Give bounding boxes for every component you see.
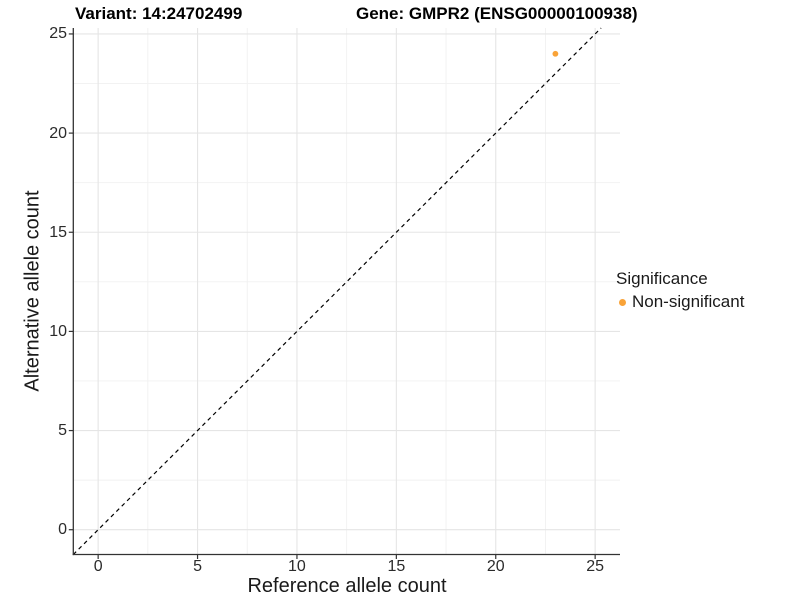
legend-title: Significance bbox=[616, 269, 708, 288]
legend-items: Non-significant bbox=[614, 292, 744, 312]
legend-key bbox=[614, 294, 631, 311]
x-tick-label: 10 bbox=[288, 558, 306, 575]
y-tick-label: 20 bbox=[49, 124, 67, 142]
y-tick-label: 15 bbox=[49, 223, 67, 241]
plot-title-variant: Variant: 14:24702499 bbox=[75, 4, 243, 23]
y-tick-label: 0 bbox=[58, 521, 67, 539]
y-tick-label: 25 bbox=[49, 25, 67, 43]
x-tick-label: 20 bbox=[486, 558, 505, 575]
legend-point-icon bbox=[619, 298, 626, 306]
x-tick-label: 5 bbox=[193, 558, 202, 575]
data-point bbox=[552, 50, 559, 57]
y-tick-label: 10 bbox=[49, 322, 67, 340]
legend-item: Non-significant bbox=[614, 292, 744, 312]
x-tick-label: 15 bbox=[387, 558, 406, 575]
x-tick-label: 25 bbox=[586, 558, 605, 575]
legend: Significance Non-significant bbox=[614, 268, 744, 312]
x-tick-label: 0 bbox=[93, 558, 103, 575]
legend-item-label: Non-significant bbox=[632, 292, 745, 311]
identity-reference-line bbox=[72, 27, 602, 555]
y-tick-label: 5 bbox=[58, 422, 67, 440]
x-axis-title: Reference allele count bbox=[247, 575, 447, 597]
y-axis-title: Alternative allele count bbox=[21, 190, 44, 392]
plot-title-gene: Gene: GMPR2 (ENSG00000100938) bbox=[356, 4, 638, 23]
